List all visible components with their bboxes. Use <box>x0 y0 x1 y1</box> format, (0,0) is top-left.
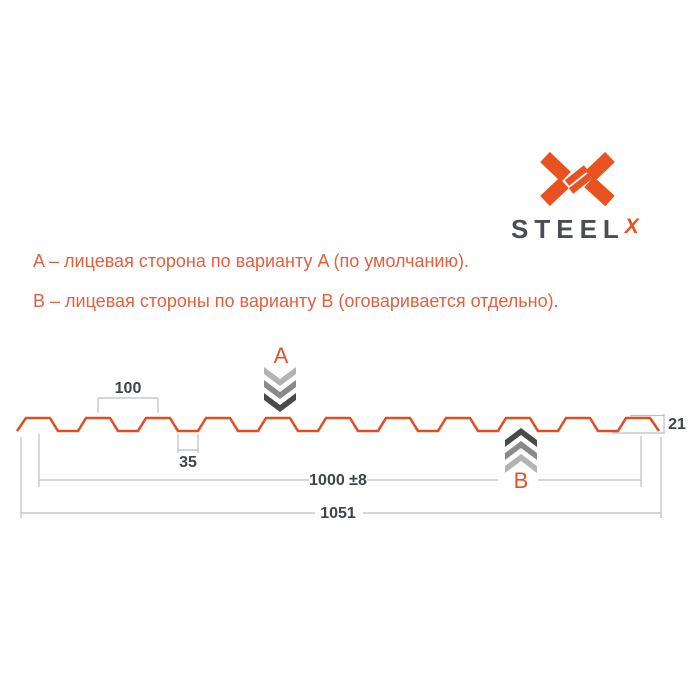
chevron-up-light <box>505 454 537 473</box>
chevron-down-icon <box>264 367 296 412</box>
legend-variant-b: B – лицевая стороны по варианту B (огова… <box>33 291 559 311</box>
brand-wordmark: STEELX <box>511 214 639 245</box>
legend-variant-a: A – лицевая сторона по варианту A (по ум… <box>33 251 469 271</box>
profile-sheet-outline <box>15 416 661 433</box>
variant-a-label: A <box>274 343 289 368</box>
logo-link-bar-lower <box>568 173 593 194</box>
logo-arm-top-left <box>540 151 571 183</box>
chevron-down-light <box>264 367 296 386</box>
logo-arm-bottom-left <box>540 177 569 207</box>
dimension-working-width: 1000 ±8 <box>309 472 367 489</box>
brand-name: STEEL <box>511 214 625 244</box>
logo-link-bar-upper <box>564 165 589 186</box>
dimension-rib-pitch: 100 <box>115 380 142 397</box>
dimension-lines <box>20 397 665 518</box>
variant-b-label: B <box>514 468 529 493</box>
logo-arm-top-right <box>585 151 615 182</box>
dimension-valley-width: 35 <box>179 454 197 471</box>
chevron-up-icon <box>505 428 537 473</box>
brand-x-mark: X <box>624 215 639 238</box>
chevron-down-medium <box>264 380 296 399</box>
steelx-logo-icon <box>540 151 615 207</box>
chevron-up-medium <box>505 441 537 460</box>
chevron-down-dark <box>264 393 296 412</box>
chevron-up-dark <box>505 428 537 447</box>
dimension-profile-height: 21 <box>668 416 686 433</box>
logo-arm-bottom-right <box>584 176 615 207</box>
dimension-overall-width: 1051 <box>320 505 356 522</box>
